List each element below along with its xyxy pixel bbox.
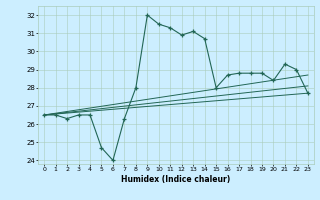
X-axis label: Humidex (Indice chaleur): Humidex (Indice chaleur) — [121, 175, 231, 184]
